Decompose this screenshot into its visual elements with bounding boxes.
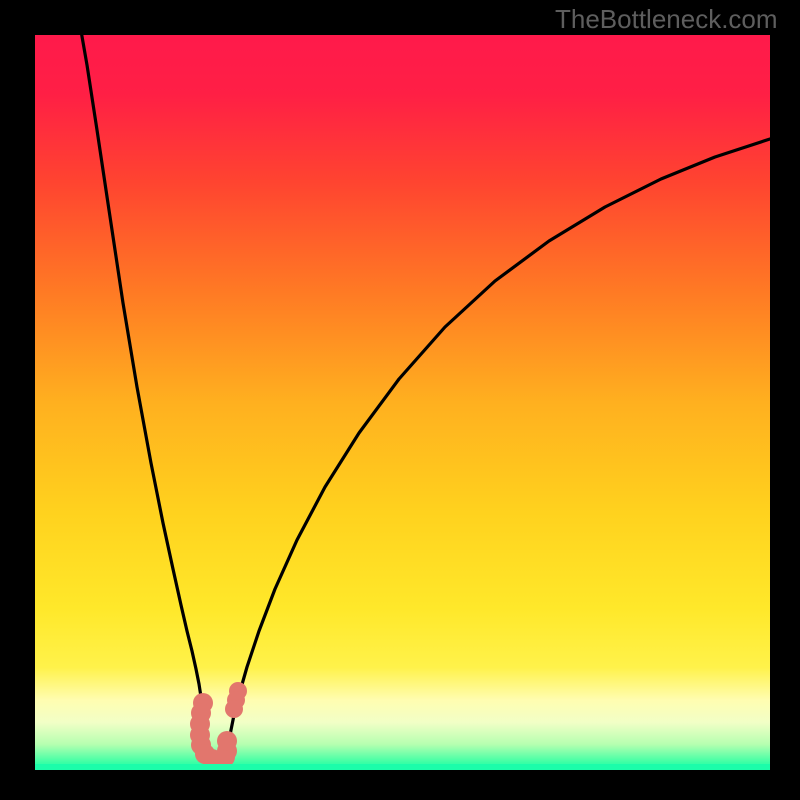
bead-marker <box>217 731 237 751</box>
chart-frame: TheBottleneck.com <box>0 0 800 800</box>
bottom-green-accent <box>35 764 770 770</box>
plot-svg <box>35 35 770 770</box>
bead-marker <box>225 700 243 718</box>
plot-area <box>35 35 770 770</box>
watermark-text: TheBottleneck.com <box>555 4 778 35</box>
gradient-background <box>35 35 770 770</box>
